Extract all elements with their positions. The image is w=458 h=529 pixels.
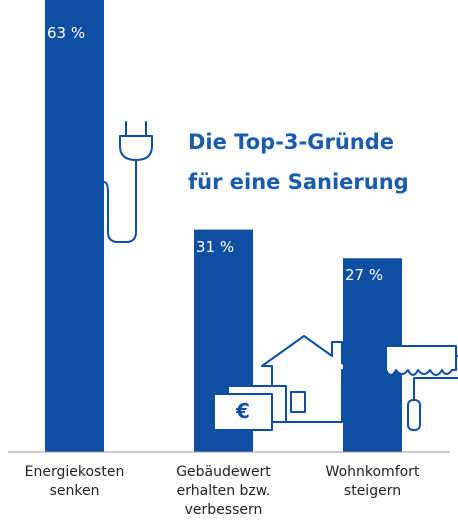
category-label: Gebäudewert erhalten bzw. verbessern: [176, 464, 271, 518]
value-label: 31 %: [196, 237, 235, 256]
value-label: 63 %: [47, 24, 86, 42]
svg-text:€: €: [235, 399, 250, 423]
category-label: Energiekosten senken: [24, 464, 125, 499]
house-icon: [261, 335, 353, 423]
value-label: 27 %: [345, 266, 384, 285]
bar: [45, 0, 104, 452]
paint-roller-icon: [385, 345, 458, 431]
chart-title: Die Top-3-Gründe für eine Sanierung: [188, 130, 409, 194]
category-label: Wohnkomfort steigern: [325, 464, 420, 499]
plug-icon: [103, 121, 153, 243]
money-icon: €: [213, 385, 287, 431]
